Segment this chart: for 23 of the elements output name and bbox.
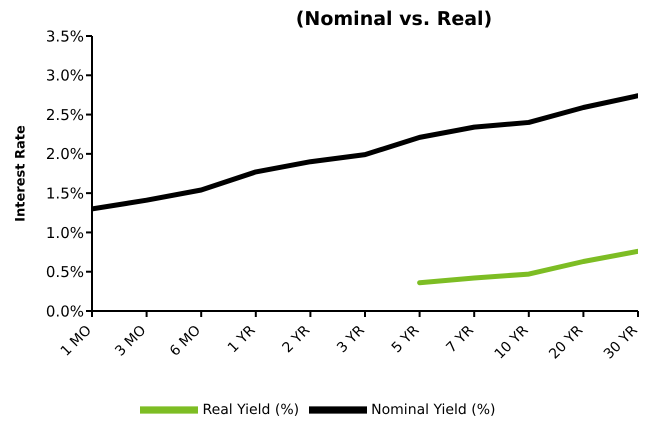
x-tick-label: 20 YR	[546, 322, 586, 362]
x-tick-label: 3 MO	[112, 322, 150, 360]
x-tick-label: 30 YR	[600, 322, 642, 362]
y-tick-label: 3.5%	[46, 27, 84, 46]
y-tick-label: 1.5%	[46, 184, 84, 202]
x-tick-label: 2 YR	[280, 322, 314, 356]
legend-label: Nominal Yield (%)	[371, 402, 496, 418]
x-tick-label: 1 YR	[224, 322, 259, 356]
legend-label: Real Yield (%)	[202, 402, 300, 418]
chart-title: (Nominal vs. Real)	[294, 8, 494, 30]
x-tick-label: 5 YR	[388, 322, 423, 356]
y-tick-label: 0.0%	[46, 302, 84, 320]
y-axis-title: Interest Rate	[14, 125, 29, 222]
y-tick-label: 0.5%	[46, 263, 84, 282]
x-tick-label: 10 YR	[492, 322, 532, 362]
y-tick-label: 2.5%	[46, 106, 84, 124]
x-tick-label: 1 MO	[58, 322, 95, 360]
y-tick-label: 2.0%	[46, 145, 84, 164]
y-tick-label: 3.0%	[46, 66, 84, 85]
x-tick-label: 3 YR	[334, 322, 368, 356]
y-tick-label: 1.0%	[46, 224, 84, 242]
x-tick-label: 6 MO	[166, 322, 204, 360]
x-tick-label: 7 YR	[443, 322, 478, 356]
